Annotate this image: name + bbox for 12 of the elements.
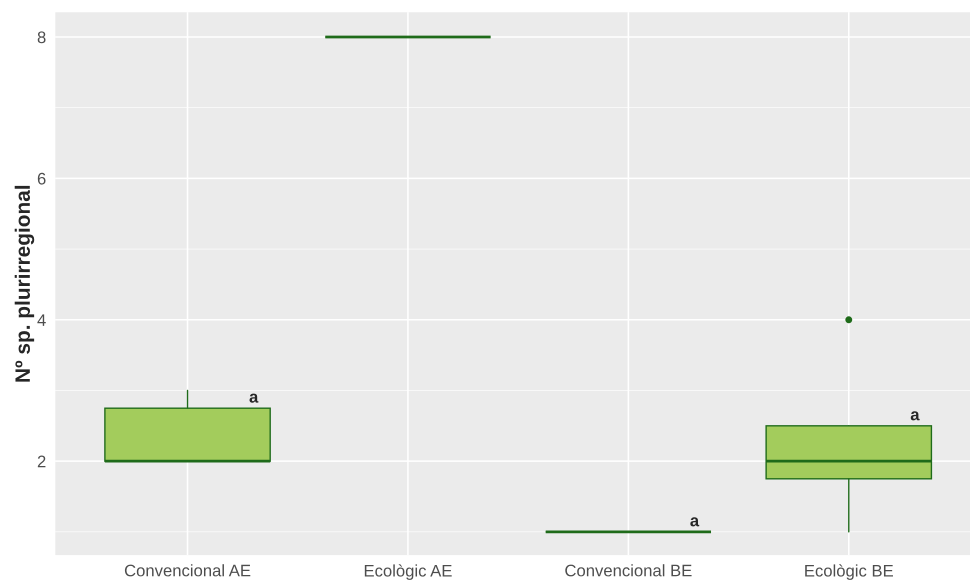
y-axis-title: Nº sp. plurirregional bbox=[14, 186, 34, 382]
y-tick-label: 4 bbox=[37, 314, 46, 326]
y-tick-label: 2 bbox=[38, 456, 46, 468]
y-tick-label: 8 bbox=[38, 31, 46, 44]
x-tick-label: Convencional BE bbox=[565, 564, 692, 576]
annotation: a bbox=[910, 411, 920, 420]
x-tick-label: Convencional AE bbox=[124, 564, 250, 576]
annotation: a bbox=[250, 394, 258, 403]
x-tick-label: Ecològic BE bbox=[805, 564, 893, 580]
x-tick-label: Ecològic AE bbox=[364, 564, 452, 580]
y-tick-label: 6 bbox=[38, 172, 46, 185]
annotation: a bbox=[690, 517, 700, 526]
